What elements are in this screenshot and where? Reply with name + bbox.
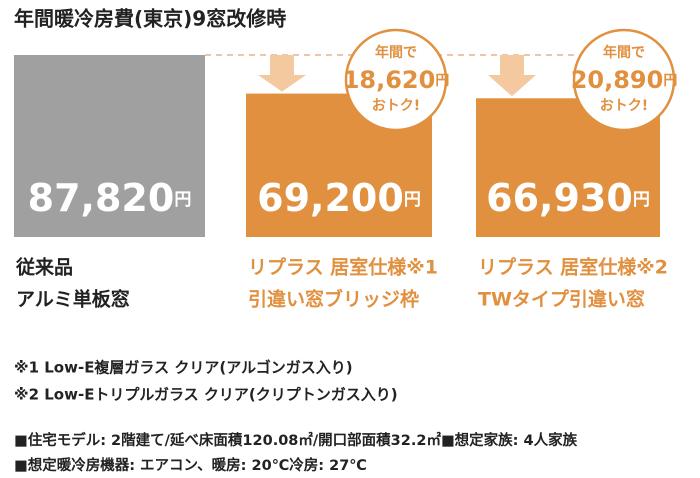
- bubble-bottom: おトク!: [372, 98, 420, 114]
- title: 年間暖冷房費(東京)9窓改修時: [14, 7, 286, 31]
- note: ■住宅モデル: 2階建て/延べ床面積120.08㎡/開口部面積32.2㎡■想定家…: [14, 431, 578, 449]
- bubble-unit: 円: [663, 73, 677, 89]
- value-number: 66,930: [486, 176, 633, 220]
- category-label: 引違い窓ブリッジ枠: [248, 288, 419, 311]
- bubble-number: 18,620: [343, 66, 436, 94]
- bubble-amount: 20,890円: [571, 66, 678, 94]
- value-number: 87,820: [28, 176, 175, 220]
- value-unit: 円: [633, 190, 650, 210]
- category-label: リプラス 居室仕様※2: [478, 256, 668, 279]
- value-unit: 円: [174, 190, 191, 210]
- bubble-number: 20,890: [571, 66, 664, 94]
- value-label: 69,200円: [257, 176, 421, 220]
- category-label: TWタイプ引違い窓: [478, 288, 645, 311]
- savings-bubble: [344, 28, 448, 132]
- bar: [14, 55, 205, 237]
- category-label: アルミ単板窓: [16, 288, 130, 311]
- bubble-bottom: おトク!: [600, 98, 648, 114]
- bubble-amount: 18,620円: [343, 66, 450, 94]
- arrow: [258, 55, 306, 92]
- value-number: 69,200: [257, 176, 404, 220]
- savings-bubble: [572, 28, 676, 132]
- bubble-unit: 円: [435, 73, 449, 89]
- value-label: 66,930円: [486, 176, 650, 220]
- footnote: ※2 Low-Eトリプルガラス クリア(クリプトンガス入り): [14, 386, 398, 404]
- arrow: [488, 55, 536, 97]
- bubble-top: 年間で: [603, 44, 645, 61]
- value-label: 87,820円: [28, 176, 192, 220]
- category-label: 従来品: [15, 256, 73, 279]
- category-label: リプラス 居室仕様※1: [248, 256, 438, 279]
- value-unit: 円: [404, 190, 421, 210]
- bubble-top: 年間で: [375, 44, 417, 61]
- note: ■想定暖冷房機器: エアコン、暖房: 20℃冷房: 27℃: [14, 456, 367, 474]
- footnote: ※1 Low-E複層ガラス クリア(アルゴンガス入り): [14, 359, 353, 377]
